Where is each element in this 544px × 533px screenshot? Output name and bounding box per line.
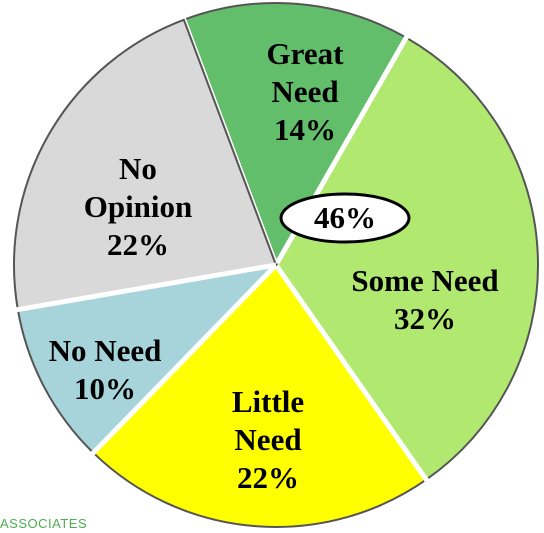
slice-percent: 22%	[237, 460, 299, 495]
annotation-bubble	[279, 192, 411, 244]
pie-slice	[16, 263, 279, 455]
slice-label: No Need 10%	[10, 332, 200, 408]
slice-name: No Opinion	[83, 151, 193, 224]
pie-slice	[274, 36, 539, 482]
slice-percent: 32%	[394, 301, 456, 336]
slice-label: Little Need 22%	[208, 383, 328, 497]
slice-name: Great Need	[266, 36, 344, 109]
slice-label: No Opinion 22%	[63, 150, 213, 264]
slice-name: No Need	[48, 333, 162, 368]
slice-gap	[90, 263, 278, 457]
slice-percent: 22%	[107, 227, 169, 262]
slice-label: Great Need 14%	[255, 35, 355, 149]
slice-percent: 14%	[274, 112, 336, 147]
pie-slice	[13, 18, 278, 311]
pie-slice	[182, 2, 408, 268]
annotation: 46%	[314, 200, 376, 235]
slice-gap	[15, 262, 277, 313]
slice-percent: 10%	[74, 371, 136, 406]
pie-slice	[91, 263, 428, 528]
footer: ASSOCIATES	[0, 516, 88, 531]
slice-gap	[273, 263, 430, 483]
slice-label: Some Need 32%	[315, 262, 535, 338]
slice-name: Some Need	[351, 263, 499, 298]
slice-name: Little Need	[231, 384, 305, 457]
